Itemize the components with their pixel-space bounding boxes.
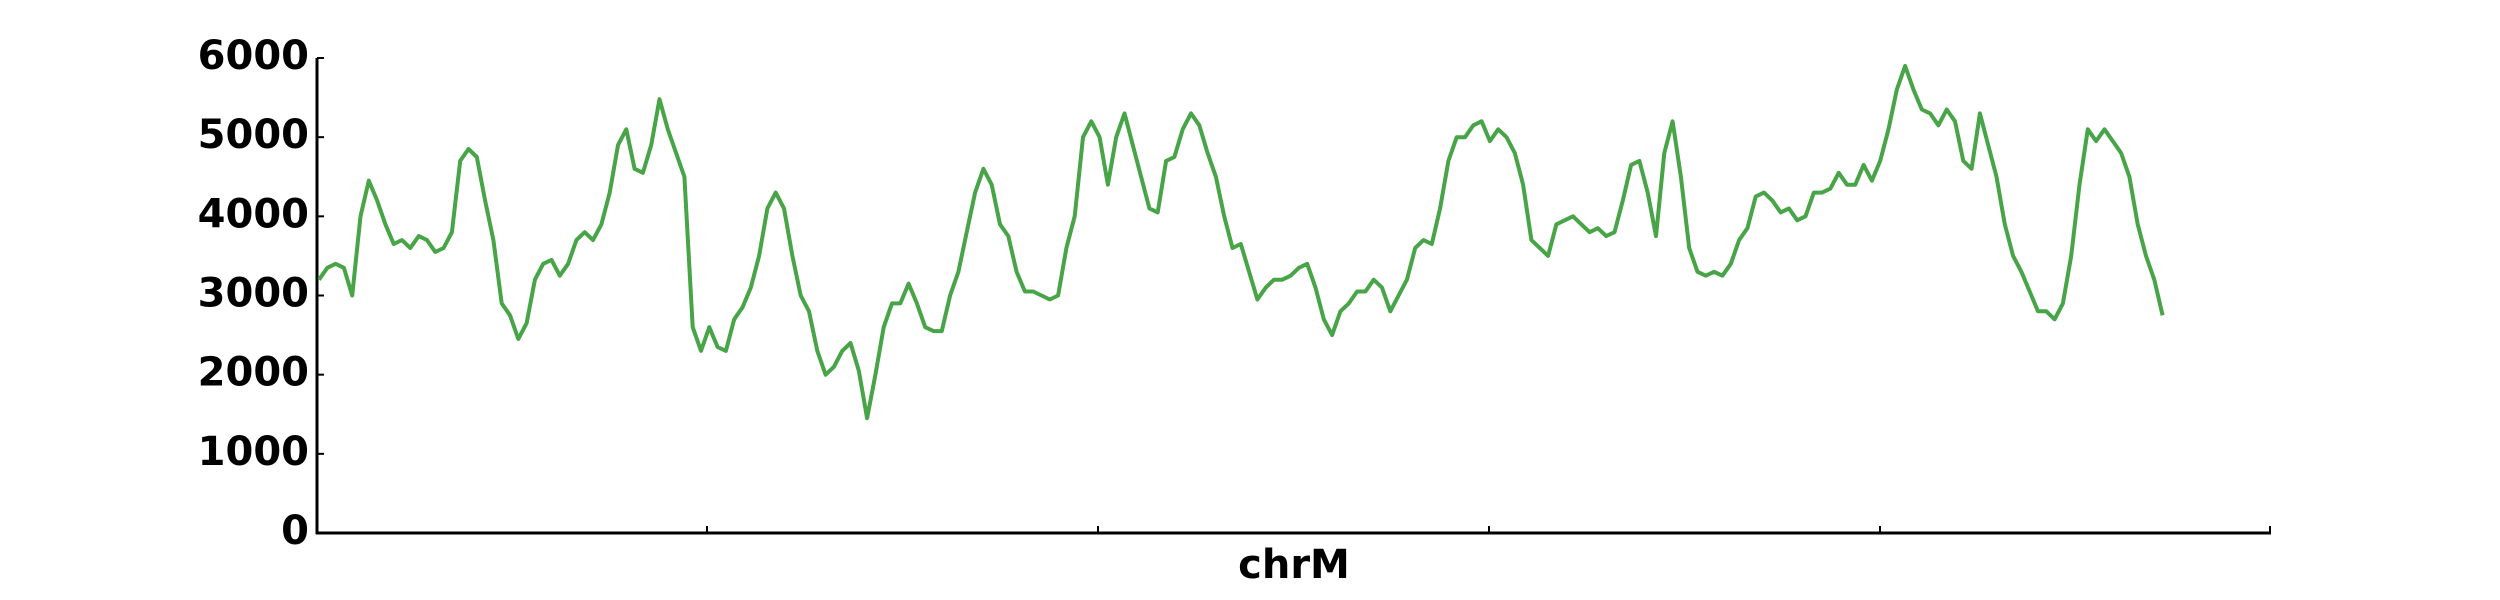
y-tick-label: 1000 [198,429,309,475]
x-axis-label: chrM [1238,542,1350,588]
y-tick-label: 3000 [198,271,309,317]
y-tick-label: 5000 [198,112,309,158]
y-tick-label: 0 [281,508,309,554]
data-line [317,63,2165,421]
y-tick-label: 6000 [198,33,309,79]
y-tick-label: 2000 [198,350,309,396]
y-tick-label: 4000 [198,191,309,237]
